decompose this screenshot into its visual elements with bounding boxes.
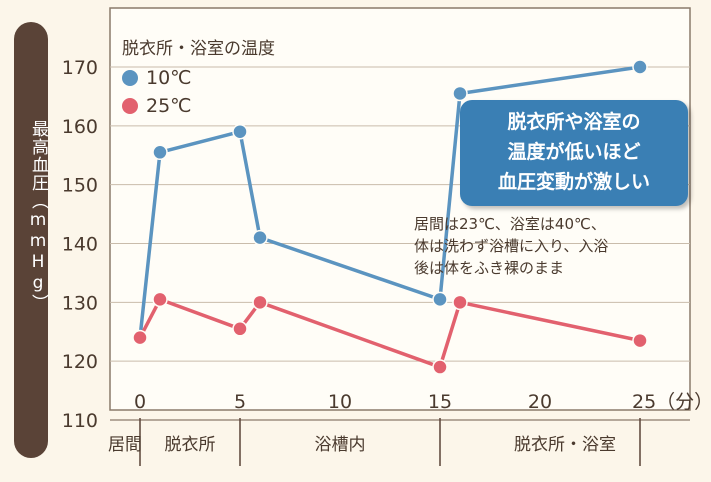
x-tick-label: 15 <box>428 391 452 413</box>
axis-ticks: 110 120 130 140 150 160 170 0 5 10 15 20 25（分） <box>62 57 711 432</box>
callout-box: 脱衣所や浴室の 温度が低いほど 血圧変動が激しい <box>460 100 688 206</box>
legend: 脱衣所・浴室の温度 10℃ 25℃ <box>122 34 275 120</box>
y-axis-label: 最高血圧（mmHg） <box>28 120 48 312</box>
data-point <box>252 294 268 311</box>
phase-label: 脱衣所・浴室 <box>514 435 616 455</box>
callout-line: 血圧変動が激しい <box>497 171 650 193</box>
note-line: 居間は23℃、浴室は40℃、 <box>414 215 606 233</box>
note-line: 後は体をふき裸のまま <box>414 259 565 277</box>
data-point <box>232 321 248 337</box>
legend-item-25c: 25℃ <box>122 92 275 120</box>
y-tick-label: 120 <box>62 351 98 373</box>
legend-swatch <box>122 98 138 114</box>
series-layer <box>132 59 648 375</box>
legend-swatch <box>122 70 138 86</box>
condition-note: 居間は23℃、浴室は40℃、 体は洗わず浴槽に入り、入浴 後は体をふき裸のまま <box>414 213 669 279</box>
y-tick-label: 170 <box>62 57 98 79</box>
data-point <box>132 329 148 346</box>
x-tick-label: 25（分） <box>632 391 711 413</box>
phase-label: 浴槽内 <box>315 435 366 455</box>
x-tick-label: 10 <box>328 391 352 413</box>
note-line: 体は洗わず浴槽に入り、入浴 <box>414 237 609 255</box>
y-tick-label: 130 <box>62 292 98 314</box>
data-point <box>632 59 648 75</box>
data-point <box>252 229 268 246</box>
data-point <box>432 291 448 308</box>
legend-title: 脱衣所・浴室の温度 <box>122 39 275 59</box>
y-tick-label: 150 <box>62 175 98 197</box>
phase-band: 居間 脱衣所 浴槽内 脱衣所・浴室 <box>108 418 641 466</box>
data-point <box>452 85 468 102</box>
x-tick-label: 5 <box>234 391 246 413</box>
x-tick-label: 20 <box>528 391 552 413</box>
y-tick-label: 110 <box>62 410 98 432</box>
data-point <box>152 291 168 308</box>
y-axis-label-background <box>14 22 48 458</box>
y-tick-label: 140 <box>62 234 98 256</box>
data-point <box>152 144 168 161</box>
data-point <box>232 123 248 140</box>
callout-line: 温度が低いほど <box>507 141 641 163</box>
phase-label: 居間 <box>108 435 142 455</box>
data-point <box>452 294 468 311</box>
legend-label: 25℃ <box>146 95 192 117</box>
legend-item-10c: 10℃ <box>122 64 275 92</box>
legend-label: 10℃ <box>146 67 192 89</box>
callout-line: 脱衣所や浴室の <box>507 111 641 133</box>
data-point <box>432 359 448 375</box>
data-point <box>632 332 648 349</box>
y-tick-label: 160 <box>62 116 98 138</box>
phase-label: 脱衣所 <box>165 435 216 455</box>
x-tick-label: 0 <box>134 391 146 413</box>
